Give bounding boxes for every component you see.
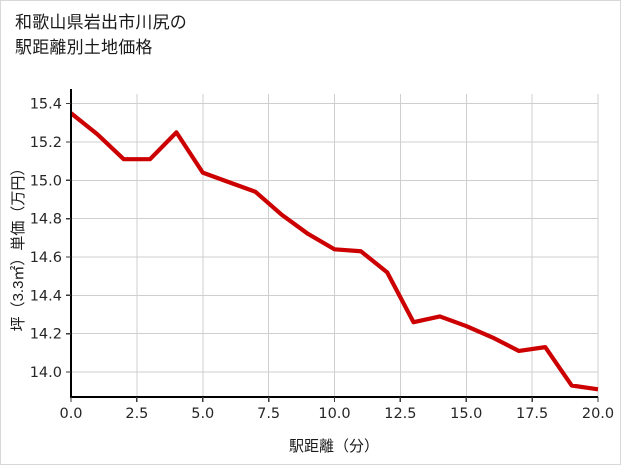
x-axis-title: 駅距離（分） <box>289 437 379 455</box>
x-axis-tick-labels: 0.0 2.5 5.0 7.5 10.0 12.5 15.0 17.5 20.0 <box>59 397 614 422</box>
price-line <box>69 111 599 392</box>
x-tick-label: 7.5 <box>257 406 280 422</box>
x-tick-label: 0.0 <box>59 406 82 422</box>
y-axis-tick-labels: 14.0 14.2 14.4 14.6 14.8 15.0 15.2 15.4 <box>30 97 71 381</box>
x-tick-label: 12.5 <box>384 406 416 422</box>
y-tick-label: 15.2 <box>30 135 62 151</box>
y-tick-label: 15.0 <box>30 173 62 189</box>
x-tick-label: 10.0 <box>318 406 350 422</box>
gridlines <box>70 94 599 397</box>
x-tick-label: 15.0 <box>450 406 482 422</box>
y-tick-label: 14.4 <box>30 288 62 304</box>
page-title: 和歌山県岩出市川尻の 駅距離別土地価格 <box>15 13 187 57</box>
x-tick-label: 5.0 <box>191 406 214 422</box>
data-line-layer <box>69 111 599 392</box>
x-tick-label: 17.5 <box>516 406 548 422</box>
y-tick-label: 15.4 <box>30 97 62 113</box>
x-tick-label: 2.5 <box>125 406 148 422</box>
y-tick-label: 14.8 <box>30 212 62 228</box>
y-tick-label: 14.0 <box>30 365 62 381</box>
y-tick-label: 14.6 <box>30 250 62 266</box>
x-tick-label: 20.0 <box>582 406 614 422</box>
y-tick-label: 14.2 <box>30 327 62 343</box>
y-axis-title: 坪（3.3㎡）単価（万円） <box>10 161 27 332</box>
